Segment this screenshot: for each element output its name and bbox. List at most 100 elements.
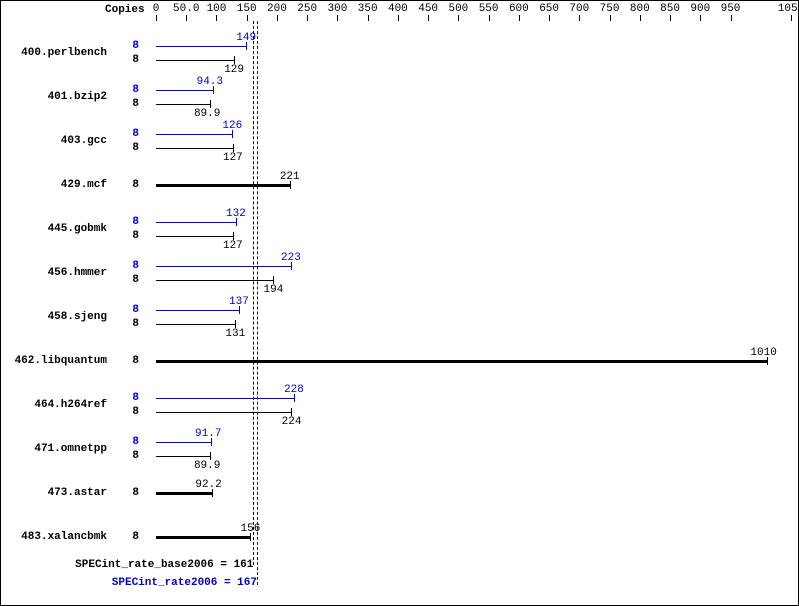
base-value: 131 <box>205 328 245 340</box>
benchmark-name: 462.libquantum <box>3 355 107 367</box>
x-axis-label: 350 <box>358 3 378 15</box>
x-axis-label: 800 <box>630 3 650 15</box>
base-value: 221 <box>260 171 300 183</box>
x-axis-tick <box>186 15 187 21</box>
refline-base <box>253 21 254 565</box>
x-axis-label: 250 <box>297 3 317 15</box>
peak-value: 94.3 <box>183 76 223 88</box>
copies-base: 8 <box>119 54 139 66</box>
x-axis-label: 200 <box>267 3 287 15</box>
x-axis-label: 600 <box>509 3 529 15</box>
base-value: 89.9 <box>180 460 220 472</box>
base-bar <box>156 456 210 457</box>
base-bar <box>156 492 212 495</box>
copies-base: 8 <box>119 531 139 543</box>
base-bar <box>156 360 767 363</box>
x-axis-label: 450 <box>418 3 438 15</box>
copies-base: 8 <box>119 274 139 286</box>
peak-value: 228 <box>264 384 304 396</box>
x-axis-tick <box>670 15 671 21</box>
x-axis-tick <box>700 15 701 21</box>
x-axis-tick <box>640 15 641 21</box>
x-axis-label: 100 <box>207 3 227 15</box>
peak-bar <box>156 134 232 135</box>
base-bar <box>156 148 233 149</box>
copies-peak: 8 <box>119 128 139 140</box>
benchmark-name: 445.gobmk <box>3 223 107 235</box>
base-bar <box>156 184 290 187</box>
benchmark-name: 473.astar <box>3 487 107 499</box>
x-axis-tick <box>156 15 157 21</box>
peak-bar <box>156 46 246 47</box>
base-value: 224 <box>261 416 301 428</box>
base-endcap <box>210 452 211 460</box>
x-axis-tick <box>458 15 459 21</box>
copies-peak: 8 <box>119 260 139 272</box>
base-bar <box>156 280 273 281</box>
copies-peak: 8 <box>119 436 139 448</box>
peak-bar <box>156 310 239 311</box>
peak-bar <box>156 266 291 267</box>
base-value: 1010 <box>737 347 777 359</box>
base-endcap <box>233 232 234 240</box>
spec-rate-chart: Copies050.010015020025030035040045050055… <box>0 0 799 606</box>
peak-value: 126 <box>202 120 242 132</box>
benchmark-name: 464.h264ref <box>3 399 107 411</box>
x-axis-tick <box>791 15 792 21</box>
benchmark-name: 403.gcc <box>3 135 107 147</box>
x-axis-label: 400 <box>388 3 408 15</box>
x-axis-tick <box>731 15 732 21</box>
benchmark-name: 471.omnetpp <box>3 443 107 455</box>
benchmark-name: 456.hmmer <box>3 267 107 279</box>
base-bar <box>156 60 234 61</box>
base-bar <box>156 104 210 105</box>
copies-peak: 8 <box>119 392 139 404</box>
x-axis-tick <box>549 15 550 21</box>
x-axis-tick <box>337 15 338 21</box>
benchmark-name: 400.perlbench <box>3 47 107 59</box>
benchmark-name: 429.mcf <box>3 179 107 191</box>
peak-value: 149 <box>216 32 256 44</box>
x-axis-label: 650 <box>539 3 559 15</box>
summary-base: SPECint_rate_base2006 = 161 <box>75 559 253 571</box>
peak-bar <box>156 222 236 223</box>
base-endcap <box>273 276 274 284</box>
x-axis-label: 750 <box>600 3 620 15</box>
base-bar <box>156 324 235 325</box>
base-bar <box>156 236 233 237</box>
base-bar <box>156 536 250 539</box>
benchmark-name: 483.xalancbmk <box>3 531 107 543</box>
x-axis-tick <box>489 15 490 21</box>
benchmark-name: 458.sjeng <box>3 311 107 323</box>
base-bar <box>156 412 291 413</box>
base-endcap <box>210 100 211 108</box>
x-axis-label: 300 <box>328 3 348 15</box>
peak-value: 132 <box>206 208 246 220</box>
x-axis-label: 0 <box>153 3 160 15</box>
copies-base: 8 <box>119 179 139 191</box>
x-axis-label: 900 <box>690 3 710 15</box>
copies-header: Copies <box>105 4 145 16</box>
copies-base: 8 <box>119 142 139 154</box>
base-value: 194 <box>243 284 283 296</box>
copies-peak: 8 <box>119 40 139 52</box>
base-endcap <box>235 320 236 328</box>
peak-value: 91.7 <box>181 428 221 440</box>
x-axis-label: 950 <box>721 3 741 15</box>
copies-base: 8 <box>119 318 139 330</box>
x-axis-tick <box>610 15 611 21</box>
copies-base: 8 <box>119 450 139 462</box>
x-axis-tick <box>519 15 520 21</box>
copies-peak: 8 <box>119 84 139 96</box>
base-value: 92.2 <box>182 479 222 491</box>
copies-base: 8 <box>119 406 139 418</box>
x-axis-label: 150 <box>237 3 257 15</box>
x-axis-label: 500 <box>448 3 468 15</box>
x-axis-tick <box>398 15 399 21</box>
peak-value: 223 <box>261 252 301 264</box>
x-axis-tick <box>307 15 308 21</box>
copies-base: 8 <box>119 355 139 367</box>
copies-base: 8 <box>119 230 139 242</box>
x-axis-tick <box>247 15 248 21</box>
peak-bar <box>156 90 213 91</box>
